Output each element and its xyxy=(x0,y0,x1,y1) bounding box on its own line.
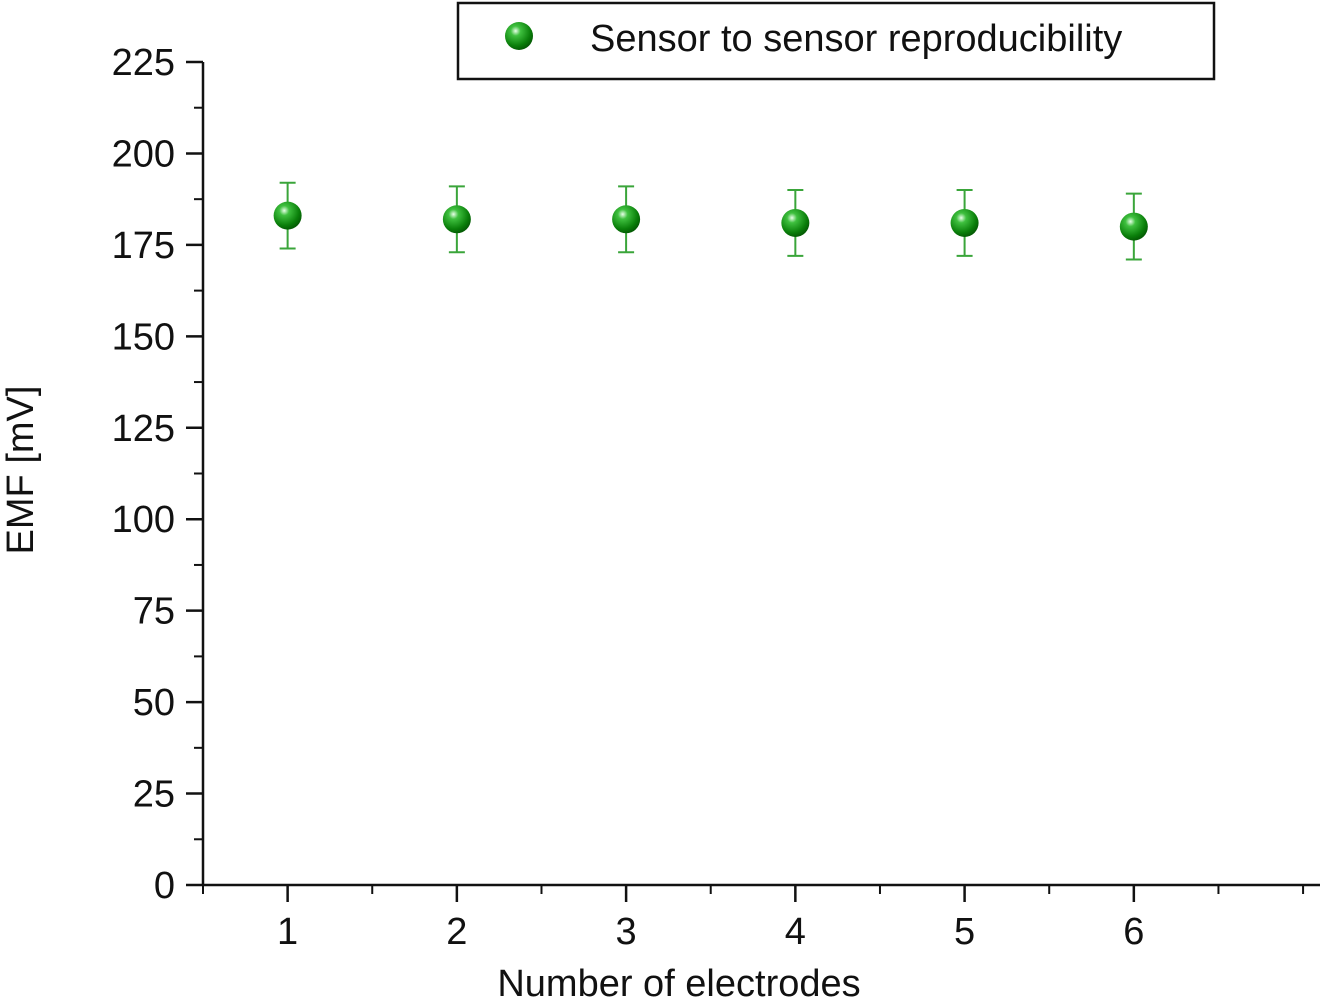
y-tick-label: 200 xyxy=(112,133,175,175)
legend-label: Sensor to sensor reproducibility xyxy=(590,18,1122,60)
legend-marker xyxy=(505,22,533,50)
y-tick-label: 125 xyxy=(112,408,175,450)
x-tick-label: 6 xyxy=(1123,911,1144,953)
y-tick-label: 50 xyxy=(133,682,175,724)
y-tick-label: 75 xyxy=(133,591,175,633)
data-point xyxy=(781,209,809,237)
data-point xyxy=(443,205,471,233)
data-point xyxy=(951,209,979,237)
y-tick-label: 175 xyxy=(112,225,175,267)
data-point xyxy=(1120,213,1148,241)
y-tick-label: 100 xyxy=(112,499,175,541)
x-axis-title: Number of electrodes xyxy=(497,963,860,1000)
data-point xyxy=(612,205,640,233)
plot-area xyxy=(274,183,1148,260)
data-points xyxy=(274,202,1148,241)
y-tick-label: 150 xyxy=(112,316,175,358)
y-tick-label: 225 xyxy=(112,42,175,84)
x-tick-label: 5 xyxy=(954,911,975,953)
y-tick-label: 25 xyxy=(133,774,175,816)
x-tick-label: 3 xyxy=(616,911,637,953)
x-tick-label: 4 xyxy=(785,911,806,953)
x-tick-label: 2 xyxy=(446,911,467,953)
x-axis: 1 2 3 4 5 6 xyxy=(202,885,1320,953)
error-bars xyxy=(280,183,1142,260)
legend: Sensor to sensor reproducibility xyxy=(458,3,1214,79)
y-tick-label: 0 xyxy=(154,865,175,907)
y-axis-title: EMF [mV] xyxy=(0,386,42,555)
y-axis: 0 25 50 75 100 125 150 175 200 225 xyxy=(112,42,203,907)
x-tick-label: 1 xyxy=(277,911,298,953)
data-point xyxy=(274,202,302,230)
